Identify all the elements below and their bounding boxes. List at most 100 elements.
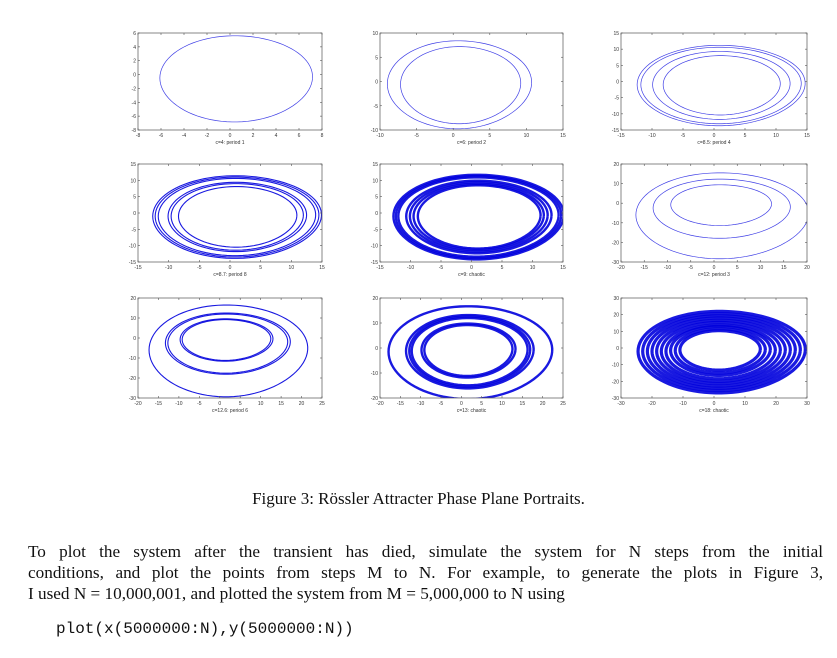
x-tick-label: 0	[229, 265, 232, 271]
trajectory	[636, 44, 806, 127]
paragraph-line-2: conditions, and plot the points from ste…	[28, 563, 823, 582]
phase-portrait-c8-7: -15 -10 -5 0 5 10 15 15 10 5 0 -5 -10 -15 c=8.7: perio…	[129, 162, 325, 278]
y-tick-label: 0	[616, 346, 619, 352]
phase-portrait-c13: -20 -15 -10 -5 0 5 10 15 20 25 20 10 0 -10 -20 c=13: ch…	[371, 296, 566, 414]
y-tick-label: -10	[371, 128, 378, 134]
x-tick-label: -15	[376, 265, 383, 271]
x-tick-label: -15	[617, 133, 624, 139]
paragraph-line-1: To plot the system after the transient h…	[28, 542, 823, 561]
x-tick-label: 8	[321, 133, 324, 139]
x-tick-label: 4	[275, 133, 278, 139]
x-tick-label: -5	[197, 401, 202, 407]
body-paragraph: To plot the system after the transient h…	[28, 541, 823, 604]
x-tick-label: 25	[319, 401, 325, 407]
y-tick-label: 0	[616, 201, 619, 207]
y-tick-label: 20	[372, 296, 378, 302]
phase-portrait-c12-6: -20 -15 -10 -5 0 5 10 15 20 25 20 10 0 -10 -20 -30 c=12.…	[129, 296, 325, 414]
x-tick-label: 20	[540, 401, 546, 407]
y-tick-label: 4	[133, 45, 136, 51]
plot-area: -20 -15 -10 -5 0 5 10 15 20 2520100-10-20-30c=12.…	[129, 296, 325, 414]
y-tick-label: -20	[612, 379, 619, 385]
x-tick-label: -15	[155, 401, 162, 407]
plot-area: -8 -6 -4 -2 0 2 4 6 8 6 4 2 0 -2 -4 -6 -8 c=4: period 1	[132, 31, 324, 146]
phase-portrait-c18: -30 -20 -10 0 10 20 30 30 20 10 0 -10 -20 -30 c=18: ch…	[612, 296, 810, 414]
y-tick-label: -10	[371, 244, 378, 250]
x-tick-label: -10	[664, 265, 671, 271]
y-tick-label: -5	[615, 96, 620, 102]
y-tick-label: -15	[129, 260, 136, 266]
x-tick-label: -5	[197, 265, 202, 271]
x-tick-label: 15	[804, 133, 810, 139]
y-tick-label: -10	[129, 356, 136, 362]
y-tick-label: 0	[375, 346, 378, 352]
y-tick-label: 2	[133, 59, 136, 65]
x-tick-label: -10	[648, 133, 655, 139]
x-axis-label: c=18: chaotic	[699, 408, 729, 414]
y-tick-label: -4	[132, 100, 137, 106]
x-axis-label: c=12.6: period 6	[212, 408, 248, 414]
x-tick-label: -20	[376, 401, 383, 407]
x-tick-label: 5	[239, 401, 242, 407]
y-tick-label: -15	[371, 260, 378, 266]
x-tick-label: 15	[520, 401, 526, 407]
x-tick-label: 10	[530, 265, 536, 271]
x-tick-label: -5	[681, 133, 686, 139]
plot-area: -30 -20 -10 0 10 20 30 30 20 10 0 -10 -20 -30 c=18: ch…	[612, 296, 810, 414]
x-tick-label: -15	[641, 265, 648, 271]
x-tick-label: 5	[480, 401, 483, 407]
x-tick-label: -15	[397, 401, 404, 407]
trajectory	[152, 175, 322, 259]
plot-area: -15 -10 -5 0 5 10 15 15 10 5 0 -5 -10 -15 c=9: chaotic	[371, 162, 566, 278]
y-tick-label: 0	[133, 211, 136, 217]
x-tick-label: 0	[713, 401, 716, 407]
x-tick-label: 0	[470, 265, 473, 271]
x-tick-label: 0	[713, 265, 716, 271]
y-tick-label: 0	[616, 80, 619, 86]
x-axis-label: c=8.7: period 8	[213, 272, 246, 278]
x-axis-label: c=12: period 3	[698, 272, 730, 278]
x-tick-label: -4	[182, 133, 187, 139]
y-tick-label: -30	[612, 260, 619, 266]
y-tick-label: 5	[133, 195, 136, 201]
y-tick-label: -5	[374, 227, 379, 233]
trajectory	[386, 40, 532, 130]
plot-area: -15 -10 -5 0 5 10 15 15 10 5 0 -5 -10 -15 c=8.5: perio…	[612, 31, 810, 146]
x-axis-label: c=9: chaotic	[458, 272, 485, 278]
x-tick-label: -10	[165, 265, 172, 271]
x-axis-label: c=4: period 1	[215, 140, 244, 146]
x-tick-label: 10	[289, 265, 295, 271]
x-tick-label: -2	[205, 133, 210, 139]
y-tick-label: 10	[372, 178, 378, 184]
x-tick-label: 15	[560, 133, 566, 139]
x-tick-label: -5	[689, 265, 694, 271]
y-tick-label: -20	[371, 396, 378, 402]
y-tick-label: 0	[375, 211, 378, 217]
y-tick-label: 15	[613, 31, 619, 37]
y-tick-label: -10	[612, 112, 619, 118]
x-tick-label: -10	[679, 401, 686, 407]
x-tick-label: 25	[560, 401, 566, 407]
trajectory	[392, 173, 563, 261]
trajectory	[159, 35, 313, 123]
x-tick-label: -8	[136, 133, 141, 139]
x-axis-label: c=6: period 2	[457, 140, 486, 146]
x-tick-label: -10	[417, 401, 424, 407]
x-tick-label: 10	[742, 401, 748, 407]
x-tick-label: 10	[773, 133, 779, 139]
y-tick-label: 10	[372, 31, 378, 37]
x-tick-label: -10	[175, 401, 182, 407]
x-tick-label: -20	[617, 265, 624, 271]
x-tick-label: -20	[648, 401, 655, 407]
x-tick-label: 5	[259, 265, 262, 271]
x-tick-label: -6	[159, 133, 164, 139]
y-tick-label: -10	[371, 371, 378, 377]
y-tick-label: 20	[613, 313, 619, 319]
y-tick-label: 30	[613, 296, 619, 302]
x-axis-label: c=13: chaotic	[457, 408, 487, 414]
y-tick-label: -2	[132, 86, 137, 92]
trajectory	[636, 309, 807, 395]
x-tick-label: -10	[407, 265, 414, 271]
y-tick-label: -6	[132, 114, 137, 120]
y-tick-label: -30	[129, 396, 136, 402]
plot-area: -20 -15 -10 -5 0 5 10 15 20 25 20 10 0 -10 -20 c=13: ch…	[371, 296, 566, 414]
